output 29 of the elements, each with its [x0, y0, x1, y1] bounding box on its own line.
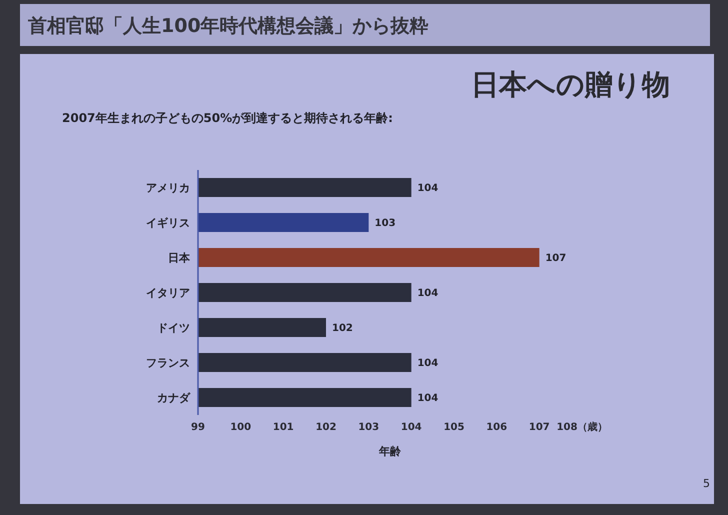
- data-label: 104: [417, 358, 438, 370]
- x-tick-label: 104: [400, 422, 422, 434]
- x-tick-label: 108（歳）: [556, 421, 608, 434]
- y-tick-label: イタリア: [146, 286, 190, 300]
- chart-subtitle: 2007年生まれの子どもの50%が到達すると期待される年齢:: [62, 110, 393, 127]
- x-tick-label: 99: [191, 422, 205, 434]
- data-label: 104: [417, 393, 438, 404]
- y-tick-label: フランス: [146, 356, 190, 370]
- x-tick-label: 102: [316, 422, 336, 434]
- data-label: 104: [417, 183, 438, 194]
- text: 首相官邸「人生100年時代構想会議」から抜粋: [28, 14, 429, 39]
- x-tick-label: 101: [272, 422, 294, 434]
- chart-title: 日本への贈り物: [471, 67, 670, 103]
- y-tick-label: ドイツ: [157, 321, 190, 334]
- data-label: 102: [332, 323, 353, 334]
- y-tick-label: アメリカ: [146, 181, 190, 194]
- x-tick-label: 103: [358, 422, 380, 434]
- data-label: 103: [374, 218, 396, 230]
- data-label: 104: [417, 288, 438, 300]
- y-tick-label: イギリス: [146, 216, 190, 230]
- x-tick-label: 106: [486, 422, 508, 434]
- x-tick-label: 105: [444, 422, 464, 434]
- y-tick-label: 日本: [168, 251, 191, 264]
- data-label: 107: [545, 253, 566, 264]
- x-axis-title: 年齢: [378, 445, 402, 458]
- text: 5: [703, 477, 710, 490]
- x-tick-label: 100: [230, 422, 252, 434]
- y-tick-label: カナダ: [157, 391, 191, 404]
- x-tick-label: 107: [528, 422, 550, 434]
